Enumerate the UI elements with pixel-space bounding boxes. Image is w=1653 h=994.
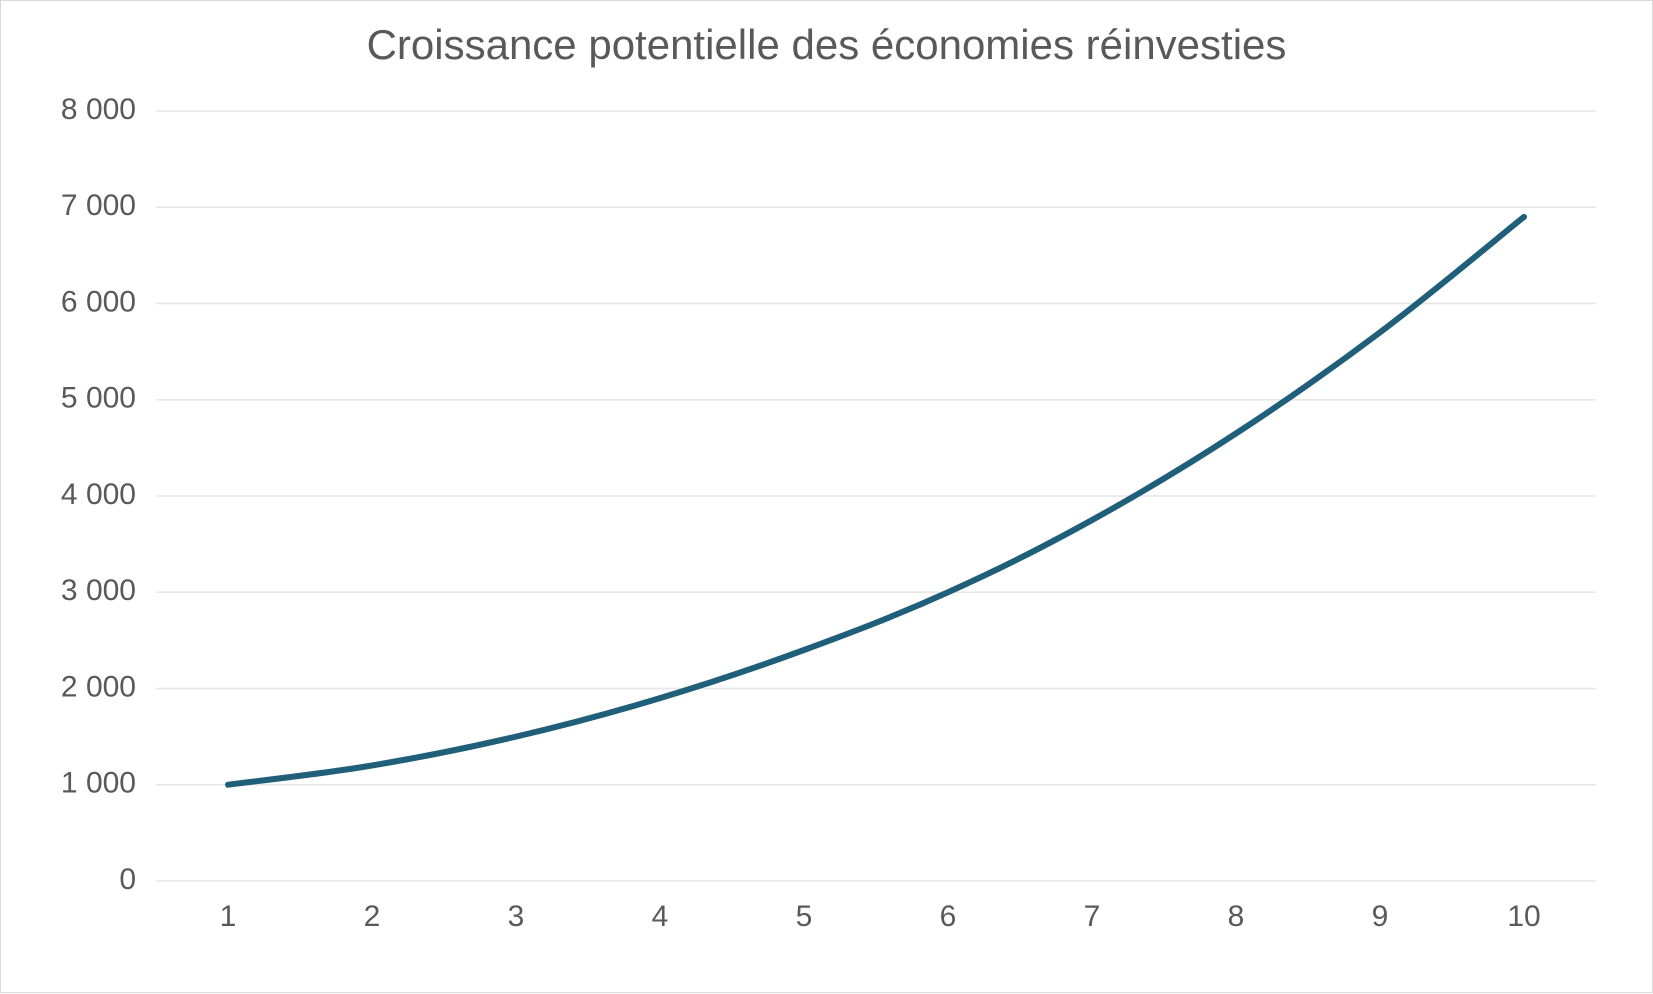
x-tick-label: 8 [1228,900,1245,933]
y-tick-label: 6 000 [61,285,136,318]
x-tick-label: 2 [364,900,381,933]
y-tick-label: 4 000 [61,478,136,511]
x-tick-label: 10 [1507,900,1540,933]
x-tick-label: 6 [940,900,957,933]
y-tick-label: 2 000 [61,670,136,703]
x-tick-label: 5 [796,900,813,933]
chart-frame: Croissance potentielle des économies réi… [0,0,1653,993]
y-tick-label: 0 [119,863,136,896]
y-tick-label: 8 000 [61,93,136,126]
y-axis-ticks: 0 1 000 2 000 3 000 4 000 5 000 6 000 7 000 8 00… [61,93,136,896]
chart-plot: 0 1 000 2 000 3 000 4 000 5 000 6 000 7 000 8 00… [1,1,1653,994]
y-tick-label: 1 000 [61,767,136,800]
x-tick-label: 4 [652,900,669,933]
y-tick-label: 3 000 [61,574,136,607]
x-axis-ticks: 1 2 3 4 5 6 7 8 9 10 [220,900,1541,933]
y-tick-label: 7 000 [61,189,136,222]
x-tick-label: 3 [508,900,525,933]
x-tick-label: 1 [220,900,237,933]
series-line [228,217,1524,785]
x-tick-label: 7 [1084,900,1101,933]
data-series [228,217,1524,785]
y-tick-label: 5 000 [61,382,136,415]
x-tick-label: 9 [1372,900,1389,933]
